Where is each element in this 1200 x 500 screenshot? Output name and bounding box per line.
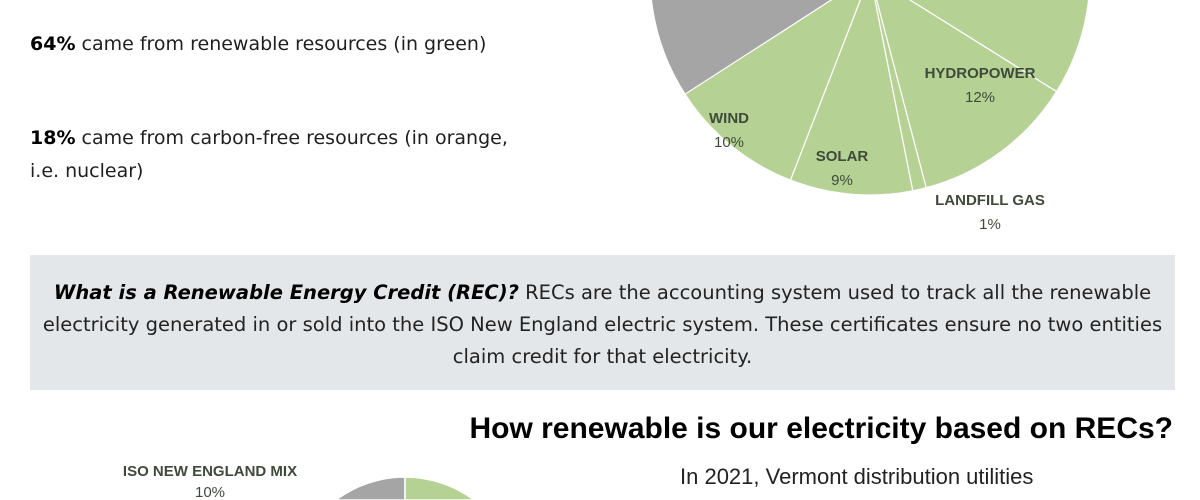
section-intro: In 2021, Vermont distribution utilities <box>680 464 1034 489</box>
iso-mix-label: ISO NEW ENGLAND MIX <box>123 463 297 480</box>
carbon-free-text: came from carbon-free resources (in oran… <box>30 127 508 182</box>
renewable-percent: 64% <box>30 33 76 55</box>
rec-definition-box: What is a Renewable Energy Credit (REC)?… <box>30 255 1175 390</box>
pie-slice-landfill-gas-label: LANDFILL GAS <box>935 192 1045 209</box>
renewable-text: came from renewable resources (in green) <box>75 33 487 55</box>
pie-slice-wind-value: 10% <box>714 134 744 151</box>
pie-slice-hydropower <box>875 0 1058 189</box>
rec-explanation: RECs are the accounting system used to t… <box>42 281 1163 368</box>
iso-mix-value: 10% <box>195 484 225 500</box>
pie-slice-solar-label: SOLAR <box>816 148 869 165</box>
pie-slice-solar-value: 9% <box>831 172 853 189</box>
pie-slice-wind-label: WIND <box>709 110 749 127</box>
section-heading: How renewable is our electricity based o… <box>469 412 1173 445</box>
pie-slice-solar <box>789 0 914 196</box>
pie-slice-nonrenewable <box>650 0 833 96</box>
pie-slice-hydropower-value: 12% <box>965 89 995 106</box>
renewable-stat: 64% came from renewable resources (in gr… <box>30 28 520 61</box>
carbon-free-percent: 18% <box>30 127 76 149</box>
pie-slice-iso-new-england-mix <box>334 476 406 500</box>
carbon-free-stat: 18% came from carbon-free resources (in … <box>30 122 520 188</box>
generation-mix-pie-chart: HYDROPOWER 12% LANDFILL GAS 1% SOLAR 9% WIND 10… <box>650 0 1090 233</box>
pie-slice-wind <box>684 0 861 181</box>
pie-slice-other-renewable <box>908 0 1090 93</box>
pie-slice-hydropower-label: HYDROPOWER <box>925 65 1036 82</box>
rec-question: What is a Renewable Energy Credit (REC)? <box>53 281 519 304</box>
pie-slice-renewable <box>404 476 476 500</box>
pie-slice-landfill-gas-value: 1% <box>979 216 1001 233</box>
